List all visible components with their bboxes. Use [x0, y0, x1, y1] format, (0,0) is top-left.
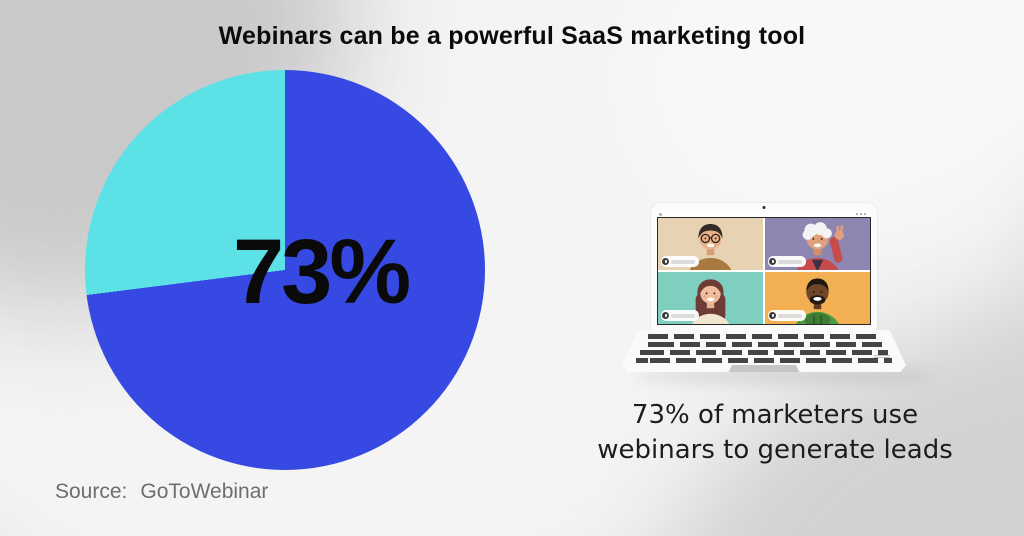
laptop-brand-mark [874, 355, 890, 359]
participant-3-name-tag [661, 310, 699, 321]
mic-icon [662, 258, 669, 265]
laptop-base [622, 330, 906, 372]
participant-4-name-tag [768, 310, 806, 321]
laptop-screen [651, 203, 877, 330]
participant-name-placeholder [671, 259, 695, 264]
keyboard-row [636, 358, 892, 363]
participant-tile-2 [765, 218, 870, 270]
participant-2-name-tag [768, 256, 806, 267]
pie-chart: 73% [85, 70, 485, 470]
laptop-illustration [622, 203, 906, 372]
participant-1-name-tag [661, 256, 699, 267]
caption: 73% of marketers use webinars to generat… [560, 398, 990, 468]
pie-center-label: 73% [233, 221, 411, 323]
participant-name-placeholder [671, 313, 695, 318]
participant-tile-4 [765, 272, 870, 324]
participant-4-avatar-icon [796, 278, 839, 324]
pie-disc [85, 70, 485, 470]
source-name: GoToWebinar [140, 480, 269, 503]
window-controls-icon [856, 213, 868, 215]
caption-line-2: webinars to generate leads [597, 435, 953, 465]
webcam-icon [762, 206, 766, 209]
keyboard-row [644, 342, 884, 347]
participant-name-placeholder [778, 259, 802, 264]
video-call-grid [657, 217, 871, 325]
caption-line-1: 73% of marketers use [631, 400, 919, 430]
participant-tile-3 [658, 272, 763, 324]
participant-1-avatar-icon [689, 224, 732, 270]
participant-2-avatar-icon [796, 222, 844, 270]
laptop-trackpad [726, 365, 802, 372]
participant-name-placeholder [778, 313, 802, 318]
mic-icon [769, 258, 776, 265]
window-app-icon [659, 212, 662, 216]
participant-tile-1 [658, 218, 763, 270]
source-note: Source: GoToWebinar [55, 480, 268, 504]
source-label: Source: [55, 480, 128, 503]
laptop-keyboard [622, 330, 906, 363]
keyboard-row [640, 350, 888, 355]
participant-3-avatar-icon [691, 279, 730, 324]
keyboard-row [648, 334, 880, 339]
page-title: Webinars can be a powerful SaaS marketin… [218, 22, 806, 50]
mic-icon [769, 312, 776, 319]
window-title-bar [657, 211, 871, 217]
laptop-shadow [634, 368, 934, 384]
mic-icon [662, 312, 669, 319]
